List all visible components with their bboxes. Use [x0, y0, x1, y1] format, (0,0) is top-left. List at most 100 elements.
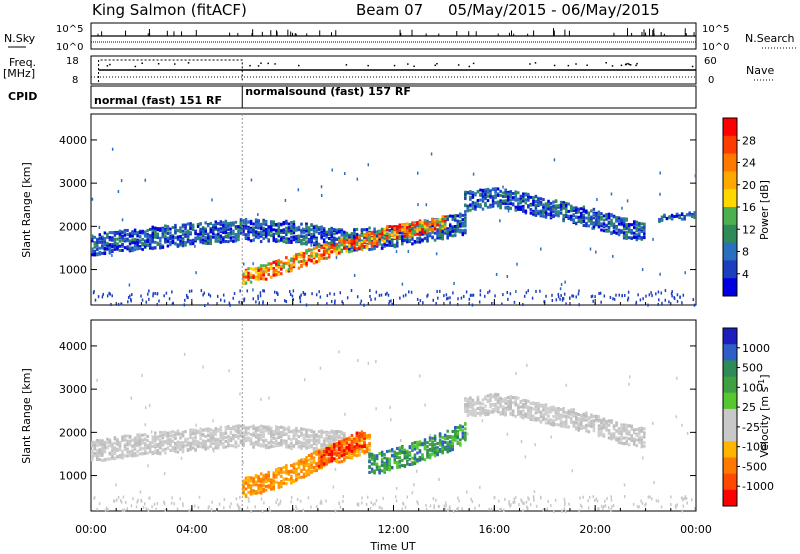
- heatmap-cell: [290, 226, 293, 230]
- heatmap-cell: [184, 233, 187, 237]
- heatmap-cell: [275, 238, 278, 242]
- heatmap-cell: [370, 470, 374, 474]
- heatmap-cell: [479, 203, 482, 207]
- heatmap-cell: [277, 483, 281, 487]
- heatmap-cell: [509, 198, 512, 202]
- heatmap-cell: [413, 223, 417, 227]
- heatmap-cell: [343, 446, 346, 450]
- heatmap-cell: [571, 294, 573, 298]
- heatmap-cell: [441, 222, 444, 226]
- heatmap-cell: [264, 270, 268, 274]
- heatmap-cell: [96, 238, 99, 242]
- freq-dot: [625, 63, 627, 65]
- heatmap-cell: [131, 438, 134, 442]
- heatmap-cell: [227, 224, 230, 228]
- heatmap-cell: [660, 291, 663, 295]
- heatmap-cell: [408, 463, 412, 467]
- freq-dot: [109, 63, 111, 66]
- heatmap-cell: [559, 207, 563, 211]
- heatmap-cell: [111, 442, 114, 446]
- heatmap-cell: [254, 267, 258, 271]
- heatmap-cell: [154, 226, 157, 230]
- heatmap-cell: [693, 303, 696, 307]
- heatmap-cell: [406, 240, 409, 244]
- heatmap-cell: [363, 228, 366, 232]
- freq-dot: [457, 64, 460, 66]
- heatmap-cell: [353, 238, 356, 242]
- heatmap-cell: [222, 224, 225, 228]
- heatmap-cell: [305, 434, 308, 438]
- heatmap-cell: [272, 269, 275, 273]
- heatmap-cell: [365, 447, 369, 451]
- heatmap-cell: [464, 197, 467, 201]
- heatmap-cell: [209, 428, 212, 432]
- heatmap-cell: [143, 239, 147, 243]
- heatmap-cell: [131, 231, 134, 235]
- heatmap-cell: [327, 439, 331, 443]
- heatmap-cell: [368, 232, 371, 236]
- heatmap-cell: [101, 246, 104, 250]
- heatmap-cell: [179, 235, 182, 239]
- heatmap-cell: [312, 448, 316, 452]
- heatmap-cell: [587, 213, 591, 217]
- heatmap-cell: [660, 215, 664, 219]
- heatmap-cell: [340, 231, 344, 235]
- heatmap-cell: [322, 448, 326, 452]
- heatmap-cell: [242, 219, 245, 223]
- heatmap-cell: [269, 221, 273, 225]
- heatmap-cell: [315, 253, 318, 257]
- heatmap-cell: [670, 217, 674, 221]
- heatmap-cell: [506, 274, 509, 278]
- heatmap-cell: [277, 426, 281, 430]
- heatmap-cell: [247, 230, 250, 234]
- heatmap-cell: [373, 230, 376, 234]
- heatmap-cell: [126, 247, 129, 251]
- heatmap-cell: [252, 267, 255, 271]
- heatmap-cell: [438, 228, 442, 232]
- heatmap-cell: [169, 448, 172, 452]
- heatmap-cell: [91, 250, 94, 254]
- freq-dot: [611, 65, 614, 67]
- heatmap-cell: [319, 295, 322, 299]
- heatmap-cell: [489, 192, 492, 196]
- heatmap-cell: [184, 241, 187, 245]
- heatmap-cell: [214, 239, 218, 243]
- heatmap-cell: [385, 463, 389, 467]
- heatmap-cell: [459, 224, 462, 228]
- heatmap-cell: [405, 293, 407, 297]
- y-tick-label: 1000: [59, 264, 87, 277]
- heatmap-cell: [131, 246, 134, 250]
- heatmap-cell: [239, 228, 243, 232]
- heatmap-cell: [257, 297, 259, 301]
- heatmap-cell: [116, 439, 119, 443]
- heatmap-cell: [317, 450, 321, 454]
- heatmap-cell: [118, 244, 122, 248]
- heatmap-cell: [128, 443, 132, 447]
- heatmap-cell: [320, 230, 323, 234]
- heatmap-cell: [295, 442, 298, 446]
- heatmap-cell: [343, 232, 346, 236]
- heatmap-cell: [447, 296, 449, 300]
- heatmap-cell: [121, 456, 124, 460]
- heatmap-cell: [413, 441, 417, 445]
- heatmap-cell: [217, 446, 220, 450]
- heatmap-cell: [300, 468, 303, 472]
- heatmap-cell: [464, 220, 467, 224]
- heatmap-cell: [171, 446, 175, 450]
- heatmap-cell: [290, 259, 293, 263]
- heatmap-cell: [148, 297, 150, 301]
- heatmap-cell: [517, 202, 520, 206]
- heatmap-cell: [632, 231, 636, 235]
- heatmap-cell: [262, 474, 265, 478]
- heatmap-cell: [335, 256, 338, 260]
- heatmap-cell: [562, 219, 565, 223]
- heatmap-cell: [353, 236, 356, 240]
- heatmap-cell: [317, 437, 321, 441]
- heatmap-cell: [431, 223, 434, 227]
- heatmap-cell: [295, 226, 298, 230]
- heatmap-cell: [232, 433, 235, 437]
- heatmap-cell: [277, 222, 281, 226]
- heatmap-cell: [693, 216, 696, 220]
- heatmap-cell: [93, 454, 97, 458]
- heatmap-cell: [471, 190, 475, 194]
